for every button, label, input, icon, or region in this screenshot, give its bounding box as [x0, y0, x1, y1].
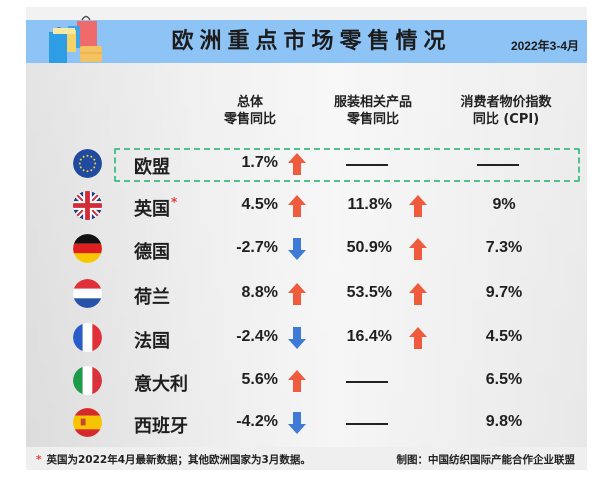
infographic-frame: 欧洲重点市场零售情况 2022年3-4月 总体 零售同比 服装相关产品 零售同比 消…	[26, 7, 587, 470]
cpi-value: 7.3%	[485, 239, 523, 256]
apparel-retail-value: 50.9%	[346, 239, 392, 256]
table-row-uk: 英国* 4.5% 11.8% 9%	[26, 187, 587, 221]
col-header-apparel-retail: 服装相关产品 零售同比	[333, 95, 412, 127]
cpi-value: 9%	[492, 196, 516, 213]
uk-flag-icon	[73, 191, 102, 220]
table-row-france: 法国 -2.4% 16.4% 4.5%	[26, 319, 587, 353]
col-header-cpi: 消费者物价指数 同比 (CPI)	[460, 95, 552, 127]
up-arrow-icon	[409, 283, 427, 305]
total-retail-value: 5.6%	[241, 371, 278, 388]
apparel-no-data-dash	[346, 164, 388, 166]
eu-highlight-box	[114, 148, 580, 182]
shopping-bags-icon	[49, 15, 102, 64]
cpi-value: 9.8%	[485, 413, 523, 430]
up-arrow-icon	[409, 238, 427, 260]
apparel-retail-value: 53.5%	[346, 284, 392, 301]
footnote: * 英国为2022年4月最新数据；其他欧洲国家为3月数据。	[36, 454, 311, 466]
total-retail-value: 1.7%	[241, 154, 278, 171]
footer: * 英国为2022年4月最新数据；其他欧洲国家为3月数据。 制图：中国纺织国际产能…	[26, 447, 587, 470]
country-name: 英国*	[134, 195, 178, 220]
top-strip	[26, 7, 587, 20]
up-arrow-icon	[288, 153, 306, 175]
table-row-netherlands: 荷兰 8.8% 53.5% 9.7%	[26, 275, 587, 309]
table-row-italy: 意大利 5.6% 6.5%	[26, 362, 587, 396]
total-retail-value: 8.8%	[241, 284, 278, 301]
eu-flag-icon	[73, 149, 102, 178]
footnote-asterisk: *	[36, 454, 42, 466]
cpi-value: 4.5%	[485, 328, 523, 345]
apparel-no-data-dash	[346, 423, 388, 425]
apparel-no-data-dash	[346, 381, 388, 383]
credit-text: 制图：中国纺织国际产能合作企业联盟	[396, 454, 576, 466]
total-retail-value: -4.2%	[236, 413, 278, 430]
country-name: 意大利	[134, 374, 188, 395]
up-arrow-icon	[409, 195, 427, 217]
total-retail-value: -2.4%	[236, 328, 278, 345]
spain-flag-icon	[73, 408, 102, 437]
up-arrow-icon	[409, 327, 427, 349]
total-retail-value: 4.5%	[241, 196, 278, 213]
apparel-retail-value: 11.8%	[347, 196, 392, 213]
col-header-total-retail: 总体 零售同比	[223, 95, 276, 127]
country-name: 荷兰	[134, 287, 170, 308]
france-flag-icon	[73, 323, 102, 352]
cpi-no-data-dash	[477, 164, 519, 166]
table-row-spain: 西班牙 -4.2% 9.8%	[26, 404, 587, 438]
up-arrow-icon	[288, 283, 306, 305]
date-label: 2022年3-4月	[510, 39, 579, 53]
down-arrow-icon	[288, 412, 306, 434]
germany-flag-icon	[73, 234, 102, 263]
country-name: 欧盟	[134, 157, 170, 178]
table-row-eu: 欧盟 1.7%	[26, 145, 587, 179]
apparel-retail-value: 16.4%	[346, 328, 392, 345]
down-arrow-icon	[288, 238, 306, 260]
up-arrow-icon	[288, 370, 306, 392]
title-bar	[26, 20, 587, 63]
cpi-value: 6.5%	[485, 371, 523, 388]
country-name: 法国	[134, 331, 170, 352]
netherlands-flag-icon	[73, 279, 102, 308]
italy-flag-icon	[73, 366, 102, 395]
page-title: 欧洲重点市场零售情况	[171, 29, 452, 54]
country-name: 德国	[134, 242, 170, 263]
background-photo	[26, 63, 587, 447]
down-arrow-icon	[288, 327, 306, 349]
table-row-germany: 德国 -2.7% 50.9% 7.3%	[26, 230, 587, 264]
country-name: 西班牙	[134, 416, 188, 437]
up-arrow-icon	[288, 195, 306, 217]
cpi-value: 9.7%	[485, 284, 523, 301]
footnote-asterisk: *	[171, 195, 178, 209]
total-retail-value: -2.7%	[236, 239, 278, 256]
